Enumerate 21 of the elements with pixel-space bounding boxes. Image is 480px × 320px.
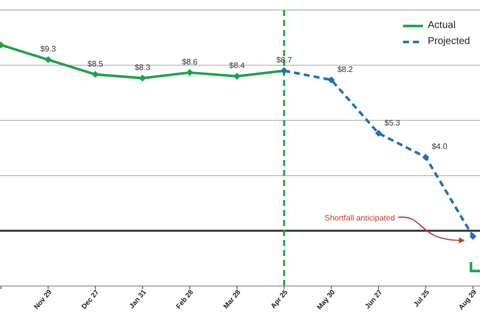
annotation: Shortfall anticipated	[324, 213, 395, 222]
point	[422, 154, 430, 161]
data-label: $4.0	[432, 142, 448, 152]
data-label: $8.6	[182, 58, 198, 67]
point	[375, 130, 382, 137]
legend-label: Actual	[428, 19, 456, 33]
data-label: $9.3	[40, 44, 56, 54]
data-label: $8.2	[337, 64, 354, 74]
point	[469, 232, 476, 240]
point	[233, 72, 240, 80]
data-label: $8.5	[88, 59, 104, 68]
point	[186, 69, 194, 76]
data-label: $8.4	[229, 61, 246, 70]
point	[44, 56, 52, 64]
point	[328, 76, 335, 84]
point	[92, 70, 99, 78]
data-label: $8.7	[276, 56, 292, 65]
legend-label: Projected	[428, 35, 470, 49]
point	[139, 74, 146, 82]
data-label: $8.3	[134, 63, 151, 72]
data-label: $5.3	[384, 118, 401, 128]
